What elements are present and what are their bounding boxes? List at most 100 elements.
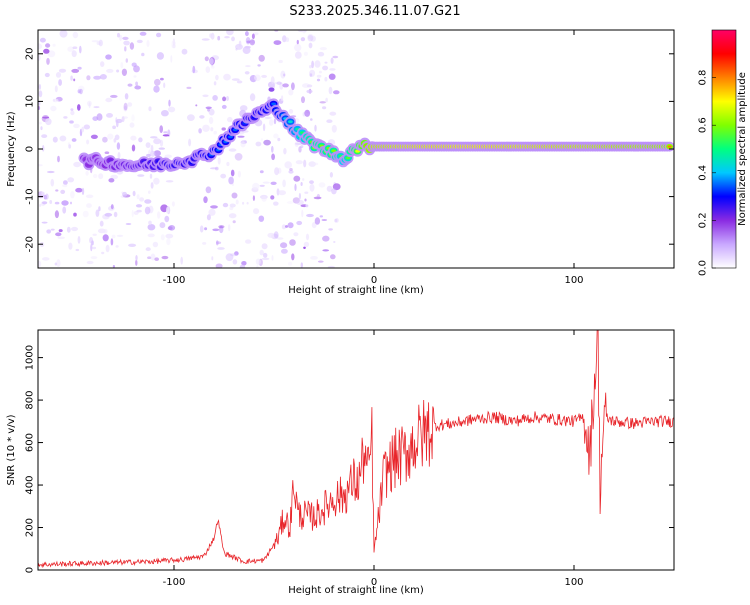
colorbar-tick-label: 0.8 — [698, 70, 709, 86]
heatmap-noise-cell — [104, 212, 113, 217]
heatmap-noise-cell — [213, 81, 217, 86]
heatmap-noise-cell — [288, 170, 294, 174]
heatmap-noise-cell — [245, 31, 249, 37]
heatmap-noise-cell — [135, 259, 138, 266]
heatmap-noise-cell — [221, 127, 226, 131]
heatmap-noise-cell — [261, 243, 268, 250]
heatmap-noise-cell — [54, 85, 58, 93]
heatmap-noise-cell — [333, 90, 340, 95]
heatmap-noise-cell — [229, 203, 236, 208]
heatmap-noise-cell — [77, 236, 81, 244]
heatmap-noise-cell — [326, 185, 333, 192]
heatmap-ridge-core — [331, 149, 336, 153]
heatmap-noise-cell — [47, 50, 56, 58]
heatmap-noise-cell — [206, 214, 211, 221]
heatmap-noise-cell — [44, 72, 50, 78]
heatmap-noise-cell — [222, 202, 229, 208]
heatmap-noise-cell — [77, 104, 81, 111]
heatmap-noise-cell — [146, 153, 151, 158]
heatmap-noise-cell — [139, 31, 147, 36]
heatmap-noise-cell — [303, 241, 310, 247]
heatmap-noise-cell — [166, 238, 171, 246]
heatmap-noise-cell — [262, 123, 266, 132]
heatmap-noise-cell — [122, 191, 128, 197]
heatmap-noise-cell — [101, 251, 105, 255]
colorbar-frame — [711, 29, 737, 269]
heatmap-noise-cell — [73, 212, 77, 217]
heatmap-noise-cell — [57, 236, 65, 240]
heatmap-noise-cell — [239, 105, 248, 112]
heatmap-noise-cell — [145, 142, 151, 149]
heatmap-noise-cell — [259, 170, 264, 174]
heatmap-x-tick-label: 0 — [371, 275, 377, 286]
heatmap-noise-cell — [96, 41, 101, 45]
heatmap-noise-cell — [154, 257, 159, 262]
heatmap-noise-cell — [97, 228, 106, 234]
heatmap-noise-cell — [329, 68, 336, 71]
heatmap-noise-cell — [249, 93, 256, 102]
heatmap-noise-cell — [329, 111, 337, 116]
heatmap-noise-cell — [115, 245, 119, 248]
heatmap-noise-cell — [301, 96, 305, 104]
heatmap-noise-cell — [304, 191, 309, 194]
heatmap-noise-cell — [311, 60, 314, 69]
heatmap-x-tick-label: 100 — [564, 275, 583, 286]
heatmap-noise-cell — [210, 127, 214, 132]
heatmap-noise-cell — [273, 40, 282, 45]
heatmap-noise-cell — [228, 224, 231, 232]
heatmap-noise-cell — [228, 213, 237, 219]
heatmap-noise-cell — [160, 234, 165, 241]
heatmap-noise-cell — [54, 201, 60, 205]
heatmap-noise-cell — [61, 200, 69, 206]
snr-y-axis-label: SNR (10 * v/v) — [6, 414, 17, 485]
heatmap-noise-cell — [271, 145, 274, 153]
heatmap-noise-cell — [286, 201, 294, 204]
heatmap-noise-cell — [79, 45, 82, 54]
heatmap-noise-cell — [38, 43, 43, 50]
heatmap-noise-cell — [224, 36, 230, 39]
heatmap-noise-cell — [154, 78, 161, 86]
heatmap-noise-cell — [145, 247, 151, 252]
heatmap-noise-cell — [237, 170, 241, 178]
heatmap-noise-cell — [135, 204, 143, 208]
heatmap-noise-cell — [331, 188, 337, 195]
heatmap-noise-cell — [226, 30, 234, 36]
heatmap-noise-cell — [278, 59, 283, 64]
heatmap-noise-cell — [98, 173, 104, 180]
snr-x-tick-label: -100 — [163, 577, 186, 588]
heatmap-noise-cell — [136, 39, 143, 44]
heatmap-noise-cell — [254, 74, 261, 82]
heatmap-noise-cell — [131, 209, 134, 218]
heatmap-noise-cell — [46, 170, 55, 174]
heatmap-noise-cell — [288, 89, 294, 96]
heatmap-noise-cell — [307, 35, 314, 42]
heatmap-noise-cell — [67, 177, 75, 183]
heatmap-noise-cell — [306, 213, 314, 218]
heatmap-noise-cell — [124, 93, 129, 100]
heatmap-noise-cell — [260, 194, 268, 200]
heatmap-noise-cell — [319, 47, 327, 51]
heatmap-noise-cell — [309, 183, 315, 192]
heatmap-noise-cell — [125, 58, 128, 63]
figure-title: S233.2025.346.11.07.G21 — [289, 4, 460, 19]
heatmap-noise-cell — [210, 65, 215, 69]
heatmap-noise-cell — [217, 35, 221, 41]
heatmap-noise-cell — [276, 81, 282, 85]
heatmap-noise-cell — [278, 190, 286, 196]
heatmap-noise-cell — [271, 255, 274, 261]
heatmap-noise-cell — [144, 199, 152, 204]
heatmap-noise-cell — [307, 33, 314, 40]
heatmap-noise-cell — [280, 242, 288, 249]
heatmap-noise-cell — [232, 220, 236, 224]
heatmap-y-tick-label: 10 — [25, 95, 36, 108]
heatmap-noise-cell — [59, 135, 67, 142]
heatmap-noise-cell — [291, 253, 295, 261]
heatmap-noise-cell — [212, 95, 218, 101]
heatmap-noise-cell — [309, 69, 316, 77]
heatmap-noise-cell — [210, 32, 215, 40]
heatmap-noise-cell — [228, 148, 237, 152]
heatmap-noise-cell — [73, 78, 76, 82]
heatmap-noise-cell — [292, 197, 300, 204]
heatmap-noise-cell — [93, 106, 100, 109]
heatmap-noise-cell — [171, 201, 175, 207]
